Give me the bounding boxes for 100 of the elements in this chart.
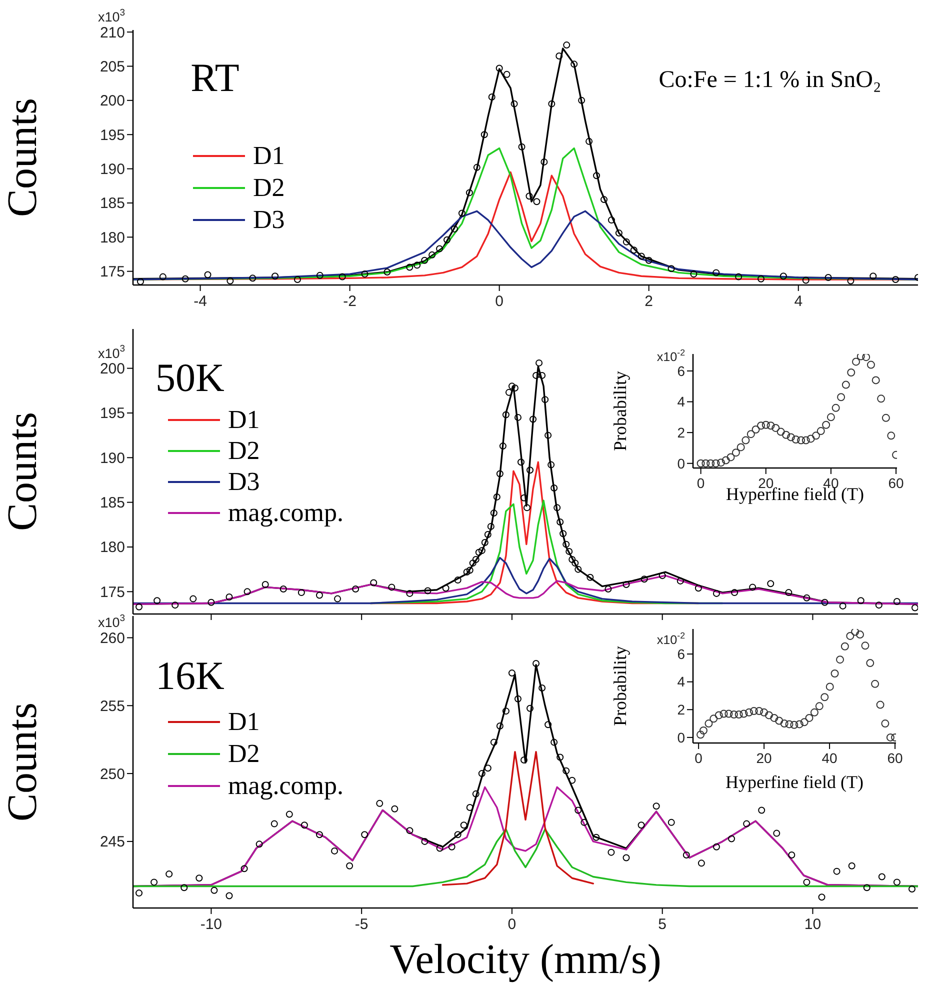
point bbox=[710, 714, 718, 723]
point bbox=[702, 459, 710, 468]
x-axis-title: Velocity (mm/s) bbox=[390, 937, 662, 983]
point bbox=[466, 189, 473, 196]
point bbox=[757, 422, 765, 430]
y-tick-label: 195 bbox=[100, 405, 125, 422]
point bbox=[294, 276, 301, 284]
point bbox=[856, 630, 864, 639]
y-tick-label: 245 bbox=[100, 834, 125, 851]
point bbox=[840, 642, 849, 650]
x-axis-title: Hyperfine field (T) bbox=[726, 772, 864, 792]
x-tick-label: 10 bbox=[804, 916, 822, 933]
x-tick-label: 0 bbox=[694, 750, 703, 766]
point bbox=[866, 659, 874, 668]
line-series bbox=[133, 210, 918, 280]
x-tick-label: 0 bbox=[495, 292, 504, 310]
point bbox=[593, 172, 600, 180]
point bbox=[772, 424, 780, 432]
point bbox=[608, 216, 615, 224]
point bbox=[775, 716, 784, 725]
point bbox=[722, 456, 730, 464]
point bbox=[758, 275, 764, 282]
point bbox=[786, 433, 795, 442]
y-tick-label: 180 bbox=[100, 539, 125, 556]
point bbox=[746, 430, 755, 438]
point bbox=[882, 414, 890, 422]
point bbox=[630, 246, 638, 254]
point bbox=[866, 360, 875, 369]
legend-label: D1 bbox=[253, 141, 285, 170]
point bbox=[272, 272, 279, 280]
point bbox=[450, 225, 458, 232]
point bbox=[458, 210, 466, 217]
point bbox=[540, 158, 548, 166]
y-tick-label: 4 bbox=[677, 674, 686, 690]
point bbox=[159, 273, 166, 280]
x-tick-label: -5 bbox=[354, 916, 368, 933]
point bbox=[862, 354, 870, 362]
point bbox=[826, 682, 834, 691]
point bbox=[824, 274, 832, 281]
point bbox=[877, 394, 886, 403]
point bbox=[805, 714, 814, 722]
point bbox=[822, 420, 830, 429]
y-tick-label: 175 bbox=[100, 584, 125, 601]
y-tick-label: 250 bbox=[100, 766, 125, 783]
legend-label: D1 bbox=[228, 707, 260, 736]
point bbox=[696, 730, 705, 739]
line-series bbox=[442, 750, 594, 886]
x-tick-label: 2 bbox=[644, 292, 654, 310]
point bbox=[795, 720, 804, 728]
legend-label: mag.comp. bbox=[228, 771, 344, 800]
point bbox=[428, 251, 436, 258]
point bbox=[136, 278, 144, 285]
point bbox=[503, 70, 510, 78]
point bbox=[760, 708, 768, 716]
y-tick-label: 6 bbox=[677, 646, 686, 662]
x-tick-label: -10 bbox=[200, 916, 222, 933]
point bbox=[696, 459, 705, 468]
point bbox=[724, 710, 733, 718]
point bbox=[852, 358, 860, 366]
y-tick-label: 175 bbox=[100, 264, 125, 281]
point bbox=[712, 269, 720, 276]
y-axis-title: Probability bbox=[610, 646, 630, 726]
y-tick-label: 190 bbox=[100, 450, 125, 467]
annotation: x10$^{-2}$ bbox=[656, 630, 686, 648]
y-tick-label: 190 bbox=[100, 161, 125, 178]
point bbox=[488, 93, 496, 100]
point bbox=[712, 459, 720, 468]
y-tick-label: 255 bbox=[100, 698, 125, 715]
point bbox=[846, 632, 854, 640]
point bbox=[668, 265, 675, 272]
point bbox=[820, 693, 829, 702]
point bbox=[785, 720, 794, 728]
legend-label: D3 bbox=[253, 205, 285, 234]
point bbox=[871, 680, 880, 688]
point bbox=[563, 42, 570, 49]
point bbox=[764, 711, 773, 720]
legend-label: D3 bbox=[228, 466, 260, 496]
y-tick-label: 4 bbox=[677, 394, 686, 410]
point bbox=[802, 276, 810, 284]
y-tick-label: 185 bbox=[100, 195, 125, 212]
text: x10$^{3}$ bbox=[98, 613, 125, 630]
point bbox=[826, 413, 835, 422]
x-tick-label: 60 bbox=[887, 750, 904, 766]
legend-label: mag.comp. bbox=[228, 498, 344, 526]
point bbox=[766, 422, 775, 430]
point bbox=[780, 272, 787, 280]
point bbox=[842, 380, 850, 389]
point bbox=[810, 708, 818, 716]
point bbox=[706, 459, 715, 468]
point bbox=[361, 270, 368, 278]
point bbox=[744, 708, 753, 716]
text: x10$^{3}$ bbox=[98, 7, 125, 25]
point bbox=[526, 192, 533, 200]
y-tick-label: 185 bbox=[100, 494, 125, 512]
legend-label: D2 bbox=[228, 739, 260, 768]
point bbox=[755, 707, 764, 716]
y-axis-title: Counts bbox=[0, 412, 46, 532]
y-tick-label: 260 bbox=[100, 630, 125, 647]
point bbox=[802, 436, 810, 444]
point bbox=[792, 436, 800, 444]
